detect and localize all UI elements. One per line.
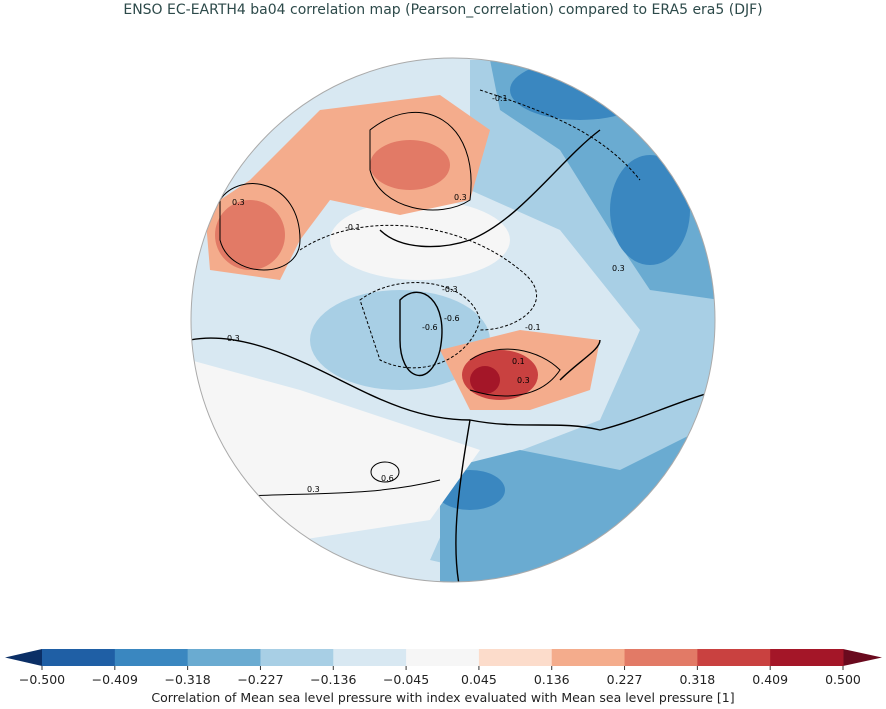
field-max-pacific-1 [215,200,285,270]
colorbar-segment [260,649,334,666]
field-min-east [610,155,690,265]
colorbar-tick-label: 0.227 [606,672,643,687]
colorbar-tick-label: −0.045 [382,672,430,687]
colorbar-segment [770,649,844,666]
colorbar-tick-label: −0.409 [91,672,138,687]
field-max-pacific-2 [370,140,450,190]
contour-label: -0.1 [492,94,508,103]
contour-label: 0.1 [512,357,525,366]
colorbar-segment [114,649,189,666]
field-min-northeast [510,60,650,120]
contour-label: -0.1 [525,323,541,332]
colorbar-segment [406,649,480,666]
colorbar-tick-label: 0.318 [679,672,716,687]
colorbar-tick-label: −0.500 [18,672,66,687]
contour-label: 0.3 [612,264,625,273]
colorbar-segment [333,649,407,666]
contour-label: 0.3 [307,485,320,494]
colorbar-tick-label: 0.409 [752,672,789,687]
colorbar-under-arrow [5,649,42,666]
contour-label: 0.3 [227,334,240,343]
field-max-europe-core [470,366,500,394]
field-neutral-north [330,200,510,280]
colorbar-tick-label: 0.045 [461,672,497,687]
colorbar-tick-label: 0.500 [825,672,861,687]
contour-label: 0.3 [232,198,245,207]
colorbar-segment [478,649,553,666]
coastlines [191,129,715,582]
colorbar-tick-label: −0.136 [310,672,357,687]
contour-label: -0.1 [345,223,361,232]
contour-label: 0.3 [454,193,467,202]
contour-label: -0.6 [422,323,438,332]
map-boundary [190,57,716,583]
contour-label: 0.6 [381,474,394,483]
polar-map: 0.3 -0.1 0.3 -0.1 -0.3 -0.6 -0.6 0.1 0.3… [190,57,716,583]
contour-label: -0.6 [444,314,460,323]
contour-label: 0.3 [517,376,530,385]
colorbar-segment [551,649,626,666]
colorbar-segment [42,649,116,666]
colorbar-tick-label: 0.136 [533,672,570,687]
colorbar-label: Correlation of Mean sea level pressure w… [151,690,735,705]
contour-label-group: 0.3 -0.1 0.3 -0.1 -0.3 -0.6 -0.6 0.1 0.3… [227,94,625,494]
colorbar-segment [697,649,771,666]
colorbar-tick-label: −0.227 [237,672,284,687]
colorbar-over-arrow [843,649,882,666]
colorbar-tick-label: −0.318 [164,672,211,687]
chart-title: ENSO EC-EARTH4 ba04 correlation map (Pea… [123,2,763,18]
contour-label: -0.3 [442,285,458,294]
colorbar-segment [624,649,698,666]
colorbar-segment [187,649,261,666]
colorbar [5,649,882,670]
